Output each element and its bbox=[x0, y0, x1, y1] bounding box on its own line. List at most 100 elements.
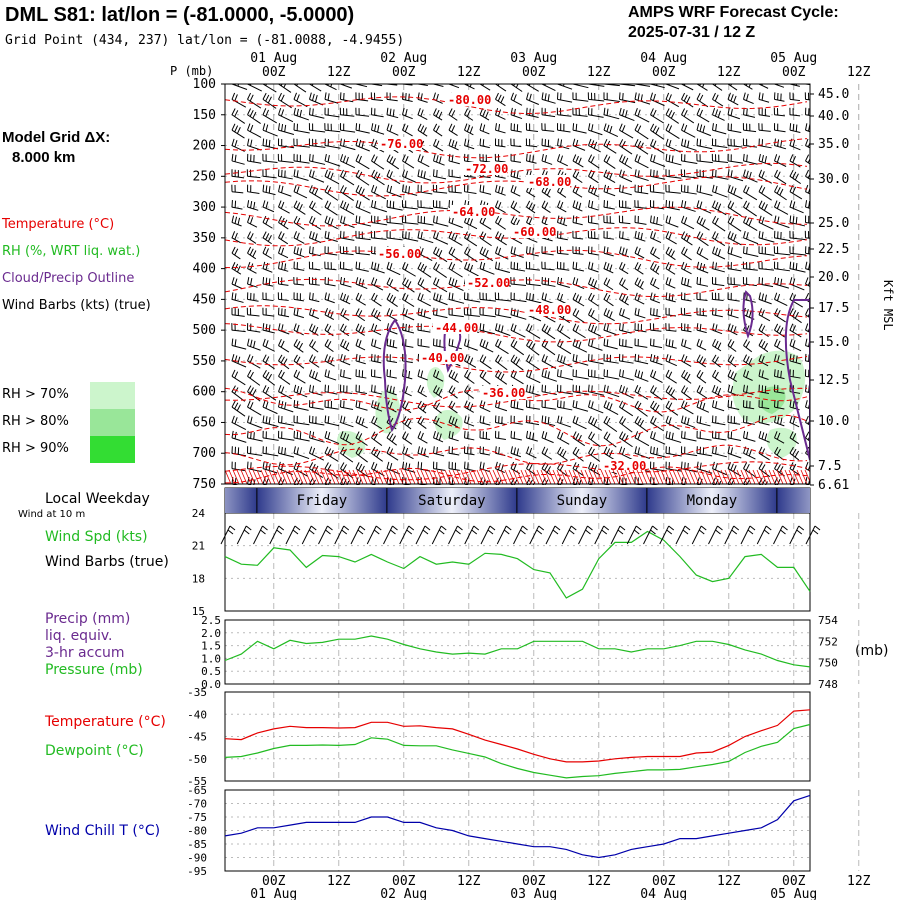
wind-barb bbox=[510, 323, 526, 338]
surface-hatch bbox=[408, 469, 416, 485]
wind-barb bbox=[247, 369, 261, 386]
wind-barb bbox=[680, 169, 698, 179]
surface-hatch bbox=[588, 469, 596, 485]
wind-barb bbox=[712, 369, 722, 383]
wind-barb bbox=[541, 138, 554, 149]
wind-barb bbox=[773, 107, 786, 117]
surface-hatch bbox=[764, 469, 772, 485]
wind-barb bbox=[464, 231, 478, 247]
wind-barb bbox=[278, 384, 292, 400]
wind-barb bbox=[619, 154, 633, 169]
wind-barb bbox=[665, 108, 679, 124]
wind-barb bbox=[665, 277, 676, 289]
wind-barb bbox=[526, 323, 541, 339]
wind-barb bbox=[727, 430, 742, 441]
wind-barb bbox=[293, 138, 310, 148]
time-label-bottom: 12Z bbox=[717, 874, 741, 889]
wind-barb bbox=[510, 339, 525, 356]
wind-barb bbox=[386, 446, 399, 461]
wind-barb bbox=[774, 84, 785, 88]
surface-hatch bbox=[256, 469, 264, 485]
wind-barb bbox=[588, 369, 605, 380]
wind-barb bbox=[355, 338, 366, 351]
wind-barb bbox=[650, 92, 665, 107]
surface-wind-barb bbox=[383, 525, 398, 545]
wind-barb bbox=[541, 339, 556, 356]
surface-hatch bbox=[316, 469, 324, 485]
wind-barb bbox=[510, 92, 523, 106]
surface-hatch bbox=[328, 469, 336, 485]
isotherm-line bbox=[225, 176, 808, 197]
surface-hatch bbox=[528, 469, 536, 485]
windchill-label: Wind Chill T (°C) bbox=[45, 823, 161, 839]
wind-barb bbox=[541, 369, 557, 382]
wind-barb bbox=[727, 292, 740, 302]
wind-barb bbox=[681, 292, 692, 302]
wind-barb bbox=[293, 231, 305, 244]
surface-hatch bbox=[580, 469, 588, 485]
grid-point-subtitle: Grid Point (434, 237) lat/lon = (-81.008… bbox=[5, 33, 405, 48]
surface-wind-barb bbox=[301, 525, 317, 545]
wind-barb bbox=[433, 415, 443, 429]
wind-barb bbox=[758, 276, 774, 288]
wind-barb bbox=[526, 107, 539, 119]
surface-hatch bbox=[480, 469, 488, 485]
wind-barb bbox=[665, 153, 682, 166]
wind-barb bbox=[650, 385, 663, 401]
wind-barb bbox=[541, 400, 557, 410]
pressure-label: Pressure (mb) bbox=[45, 662, 143, 678]
isotherm-line bbox=[225, 305, 808, 325]
wind-barb bbox=[727, 339, 737, 352]
wind-barb bbox=[526, 339, 540, 356]
wind-barb bbox=[262, 276, 274, 287]
wind-barb bbox=[371, 261, 385, 274]
isotherm-line bbox=[225, 227, 808, 247]
wind-barb bbox=[371, 138, 385, 153]
wind-barb bbox=[618, 200, 632, 210]
surface-wind-barb bbox=[708, 525, 723, 545]
surface-hatch bbox=[436, 469, 444, 485]
wind-barb bbox=[293, 215, 305, 230]
wind-barb bbox=[712, 184, 728, 198]
wind-barb bbox=[247, 430, 263, 442]
precip-tick-label: 0.0 bbox=[201, 678, 221, 691]
surface-hatch bbox=[500, 469, 508, 485]
wind-barb bbox=[340, 169, 355, 186]
wind-barb bbox=[448, 369, 459, 383]
wind-barb bbox=[774, 123, 786, 133]
wind-barb bbox=[247, 231, 257, 244]
wind-barb bbox=[619, 107, 635, 122]
wind-barb bbox=[712, 276, 725, 287]
precip-liq-label: liq. equiv. bbox=[45, 628, 113, 644]
windchill-tick-label: -75 bbox=[187, 811, 207, 824]
wind-barb bbox=[309, 462, 324, 478]
wind-barb bbox=[572, 415, 587, 430]
kft-tick-label: 20.0 bbox=[818, 270, 849, 285]
wind-barb bbox=[417, 431, 428, 444]
wind-barb bbox=[743, 185, 758, 201]
wind-barb bbox=[231, 400, 246, 417]
precip-tick-label: 2.5 bbox=[201, 614, 221, 627]
temp-tick-label: -50 bbox=[187, 753, 207, 766]
wind-barb bbox=[619, 323, 632, 334]
surface-hatch bbox=[520, 469, 528, 485]
wind-barb bbox=[324, 92, 339, 104]
wind-barb bbox=[588, 138, 601, 153]
wind-barb bbox=[309, 400, 324, 410]
surface-hatch bbox=[760, 469, 768, 485]
wind-barb bbox=[510, 307, 527, 320]
wind-barb bbox=[650, 277, 660, 290]
wind-barb bbox=[355, 415, 368, 429]
wind-barb bbox=[324, 185, 339, 201]
wind-barb bbox=[355, 261, 369, 272]
wind-barb bbox=[557, 154, 568, 167]
windchill-tick-label: -85 bbox=[187, 838, 207, 851]
wind-barb bbox=[262, 354, 275, 370]
wind-barb bbox=[681, 369, 692, 384]
surface-hatch bbox=[400, 469, 408, 485]
wind-barb bbox=[309, 230, 322, 244]
wind-barb bbox=[634, 369, 649, 382]
wind-barb bbox=[619, 307, 631, 320]
isotherm-label: -32.00 bbox=[603, 459, 646, 473]
surface-hatch bbox=[225, 469, 232, 485]
